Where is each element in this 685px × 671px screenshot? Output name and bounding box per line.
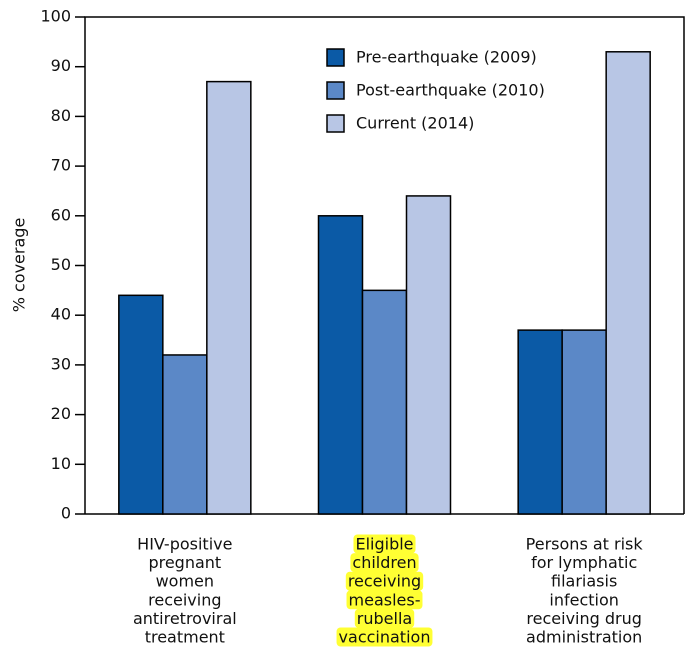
- x-tick-label-group: Eligiblechildrenreceivingmeasles-rubella…: [336, 534, 433, 647]
- bar: [118, 294, 164, 515]
- label-highlight: [336, 627, 433, 647]
- bar: [162, 354, 208, 515]
- y-tick-label: 60: [51, 205, 71, 224]
- x-tick-label: filariasis: [551, 572, 617, 591]
- bar: [517, 329, 563, 515]
- x-tick-label: for lymphatic: [531, 553, 637, 572]
- x-tick-label: receiving: [348, 572, 421, 591]
- y-tick-label: 30: [51, 354, 71, 373]
- x-tick-label: receiving drug: [526, 609, 641, 628]
- y-tick-label: 10: [51, 454, 71, 473]
- x-tick-label-group: HIV-positivepregnantwomenreceivingantire…: [133, 535, 237, 647]
- label-highlight: [353, 534, 416, 554]
- y-tick-label: 20: [51, 404, 71, 423]
- x-tick-label: pregnant: [148, 553, 221, 572]
- legend-label: Pre-earthquake (2009): [356, 48, 537, 67]
- x-tick-label: administration: [526, 628, 642, 647]
- label-highlight: [345, 571, 424, 591]
- y-tick-label: 50: [51, 255, 71, 274]
- x-tick-label: Eligible: [355, 535, 413, 554]
- y-axis-label: % coverage: [10, 218, 29, 313]
- bar: [605, 51, 651, 515]
- label-highlight: [346, 590, 423, 610]
- x-tick-label: measles-: [349, 590, 421, 609]
- bar: [206, 80, 252, 515]
- legend-label: Post-earthquake (2010): [356, 81, 545, 100]
- bar: [361, 289, 408, 515]
- y-tick-label: 70: [51, 156, 71, 175]
- legend-swatch: [326, 114, 345, 133]
- bar: [405, 195, 452, 515]
- x-tick-label: rubella: [357, 609, 412, 628]
- y-tick-label: 100: [40, 7, 71, 26]
- legend-swatch: [326, 48, 345, 67]
- x-tick-label: vaccination: [339, 628, 431, 647]
- x-tick-label: antiretroviral: [133, 609, 237, 628]
- x-tick-label: treatment: [145, 628, 225, 647]
- y-tick-label: 80: [51, 106, 71, 125]
- legend-label: Current (2014): [356, 114, 474, 133]
- label-highlight: [350, 553, 419, 573]
- label-highlight: [354, 608, 415, 628]
- y-tick-label: 0: [61, 504, 71, 523]
- x-tick-label: receiving: [148, 590, 221, 609]
- x-tick-label: children: [352, 553, 416, 572]
- x-tick-label: women: [156, 572, 214, 591]
- bar: [317, 215, 364, 515]
- y-tick-label: 40: [51, 305, 71, 324]
- bar: [561, 329, 607, 515]
- y-tick-label: 90: [51, 56, 71, 75]
- x-tick-label: infection: [549, 590, 619, 609]
- x-tick-label: HIV-positive: [137, 535, 232, 554]
- x-tick-label: Persons at risk: [526, 535, 644, 554]
- legend-swatch: [326, 81, 345, 100]
